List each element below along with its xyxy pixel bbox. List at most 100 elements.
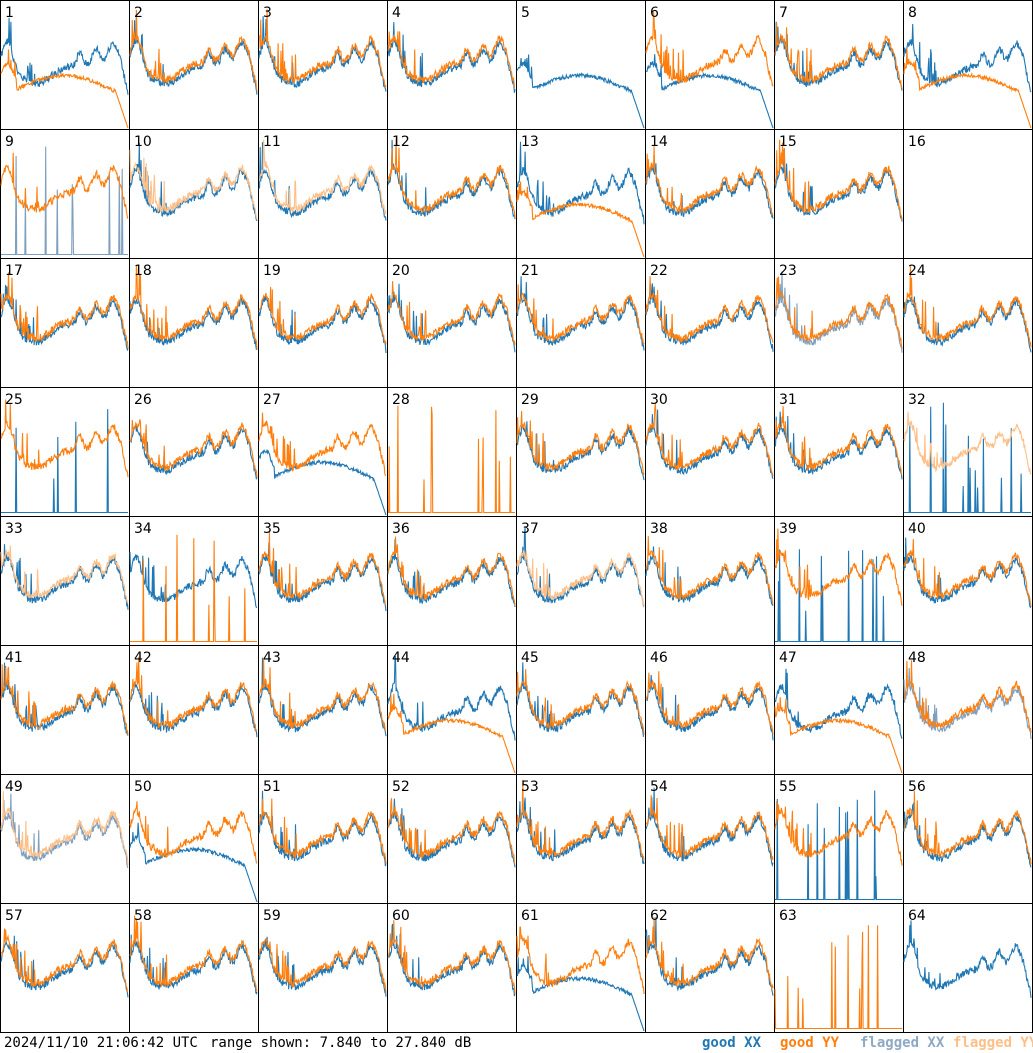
- series-yy-17: [0, 272, 129, 349]
- series-xx-10: [129, 142, 258, 222]
- panel-48: 48: [903, 645, 1033, 775]
- panel-label: 44: [392, 650, 410, 666]
- panel-label: 30: [650, 392, 668, 408]
- series-xx-31: [774, 411, 903, 480]
- panel-24: 24: [903, 258, 1033, 388]
- panel-label: 60: [392, 908, 410, 924]
- panel-label: 1: [5, 5, 14, 21]
- panel-4: 4: [387, 0, 517, 130]
- panel-label: 35: [263, 521, 281, 537]
- panel-label: 55: [779, 779, 797, 795]
- series-xx-55: [775, 790, 902, 901]
- series-xx-51: [258, 790, 387, 867]
- series-xx-49: [0, 793, 129, 869]
- series-xx-41: [0, 662, 129, 737]
- series-xx-20: [387, 283, 516, 353]
- panel-9: 9: [0, 129, 130, 259]
- panel-label: 54: [650, 779, 668, 795]
- panel-label: 33: [5, 521, 23, 537]
- panel-28: 28: [387, 387, 517, 517]
- panel-17: 17: [0, 258, 130, 388]
- panel-59: 59: [258, 903, 388, 1033]
- panel-14: 14: [645, 129, 775, 259]
- panel-54: 54: [645, 774, 775, 904]
- panel-frame: [0, 0, 130, 130]
- series-yy-50: [129, 801, 258, 864]
- series-yy-53: [516, 779, 645, 861]
- legend-good-xx: good XX: [702, 1035, 762, 1051]
- panel-61: 61: [516, 903, 646, 1033]
- panel-27: 27: [258, 387, 388, 517]
- panel-49: 49: [0, 774, 130, 904]
- panel-5: 5: [516, 0, 646, 130]
- series-xx-58: [129, 934, 258, 995]
- series-xx-62: [645, 917, 774, 996]
- panel-42: 42: [129, 645, 259, 775]
- series-yy-38: [645, 536, 774, 605]
- panel-35: 35: [258, 516, 388, 646]
- series-yy-14: [645, 146, 774, 216]
- series-yy-25: [0, 399, 129, 478]
- panel-52: 52: [387, 774, 517, 904]
- series-yy-46: [645, 671, 774, 735]
- series-yy-22: [645, 276, 774, 344]
- series-yy-32: [903, 411, 1032, 475]
- series-yy-18: [129, 265, 258, 350]
- panel-64: 64: [903, 903, 1033, 1033]
- panel-15: 15: [774, 129, 904, 259]
- series-yy-27: [258, 412, 387, 477]
- series-xx-19: [258, 294, 387, 354]
- panel-label: 50: [134, 779, 152, 795]
- panel-label: 27: [263, 392, 281, 408]
- series-xx-2: [129, 14, 258, 95]
- panel-label: 3: [263, 5, 272, 21]
- series-yy-7: [774, 23, 903, 89]
- series-yy-43: [258, 658, 387, 732]
- series-xx-1: [0, 17, 129, 95]
- panel-frame: [903, 0, 1033, 130]
- panel-46: 46: [645, 645, 775, 775]
- series-yy-20: [387, 281, 516, 345]
- series-xx-6: [645, 54, 774, 129]
- series-yy-57: [0, 928, 129, 993]
- panel-label: 9: [5, 134, 14, 150]
- panel-2: 2: [129, 0, 259, 130]
- panel-43: 43: [258, 645, 388, 775]
- series-xx-37: [516, 527, 645, 608]
- series-xx-32: [904, 402, 1031, 514]
- panel-frame: [516, 0, 646, 130]
- series-yy-39: [774, 528, 903, 606]
- panel-label: 17: [5, 263, 23, 279]
- panel-label: 49: [5, 779, 23, 795]
- series-yy-26: [129, 419, 258, 478]
- series-yy-15: [774, 139, 903, 221]
- panel-label: 61: [521, 908, 539, 924]
- series-yy-30: [645, 403, 774, 477]
- series-xx-15: [774, 148, 903, 222]
- panel-label: 63: [779, 908, 797, 924]
- series-yy-54: [645, 795, 774, 861]
- panel-12: 12: [387, 129, 517, 259]
- panel-label: 45: [521, 650, 539, 666]
- panel-label: 56: [908, 779, 926, 795]
- panel-38: 38: [645, 516, 775, 646]
- series-yy-60: [388, 920, 516, 995]
- panel-20: 20: [387, 258, 517, 388]
- panel-11: 11: [258, 129, 388, 259]
- panel-21: 21: [516, 258, 646, 388]
- panel-label: 39: [779, 521, 797, 537]
- panel-label: 19: [263, 263, 281, 279]
- panel-label: 18: [134, 263, 152, 279]
- series-xx-35: [258, 542, 387, 612]
- panel-55: 55: [774, 774, 904, 904]
- series-yy-45: [516, 669, 645, 735]
- panel-16: 16: [903, 129, 1033, 259]
- series-xx-50: [129, 822, 258, 903]
- legend-flagged-yy: flagged YY: [953, 1035, 1033, 1051]
- series-yy-33: [0, 545, 129, 605]
- series-xx-27: [258, 448, 387, 516]
- series-yy-13: [516, 181, 645, 258]
- panel-51: 51: [258, 774, 388, 904]
- panel-label: 40: [908, 521, 926, 537]
